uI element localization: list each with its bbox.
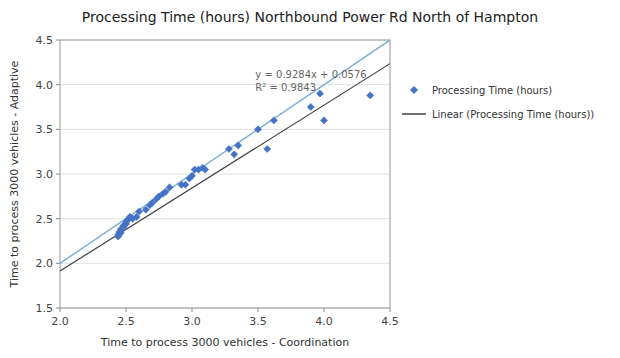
legend-marker xyxy=(410,86,418,94)
title: Processing Time (hours) Northbound Power… xyxy=(82,9,538,25)
scatter-point xyxy=(307,103,314,110)
tick-mark xyxy=(56,129,60,130)
tick-label: 3.0 xyxy=(36,168,54,181)
tick-label: 3.5 xyxy=(249,315,267,328)
tick-mark xyxy=(60,308,61,312)
marks xyxy=(60,40,390,271)
tick-label: 3.0 xyxy=(183,315,201,328)
legend-label: Processing Time (hours) xyxy=(432,85,552,96)
scatter-point xyxy=(254,126,261,133)
y-axis-label: Time to process 3000 vehicles - Adaptive xyxy=(8,60,21,288)
scatter-point xyxy=(182,181,189,188)
chart: 1.52.02.53.03.54.04.52.02.53.03.54.04.5y… xyxy=(0,0,620,358)
tick-mark xyxy=(126,308,127,312)
scatter-point xyxy=(202,166,209,173)
tick-mark xyxy=(56,263,60,264)
tick-label: 1.5 xyxy=(36,302,54,315)
grid-line xyxy=(60,218,390,219)
plot-frame xyxy=(60,40,390,308)
tick-mark xyxy=(56,174,60,175)
reference-line xyxy=(60,40,390,263)
tick-label: 4.5 xyxy=(381,315,399,328)
tick-label: 2.0 xyxy=(51,315,69,328)
background xyxy=(0,0,620,358)
tick-mark xyxy=(56,84,60,85)
regression-line xyxy=(60,64,390,271)
grid-line xyxy=(60,174,390,175)
tick-mark xyxy=(192,308,193,312)
grid-line xyxy=(60,129,390,130)
tick-mark xyxy=(258,308,259,312)
legend-line xyxy=(402,113,426,115)
scatter-point xyxy=(316,90,323,97)
tick-label: 4.5 xyxy=(36,34,54,47)
scatter-point xyxy=(320,117,327,124)
scatter-point xyxy=(225,145,232,152)
scatter-point xyxy=(166,184,173,191)
scatter-point xyxy=(367,92,374,99)
tick-mark xyxy=(56,308,60,309)
tick-label: 4.0 xyxy=(36,79,54,92)
tick-label: 3.5 xyxy=(36,123,54,136)
annotation: R² = 0.9843 xyxy=(255,82,316,93)
tick-label: 4.0 xyxy=(315,315,333,328)
tick-label: 2.0 xyxy=(36,257,54,270)
scatter-point xyxy=(231,151,238,158)
tick-mark xyxy=(56,218,60,219)
legend-label: Linear (Processing Time (hours)) xyxy=(432,109,594,120)
grid-line xyxy=(60,84,390,85)
annotation: y = 0.9284x + 0.0576 xyxy=(255,69,366,80)
x-axis-label: Time to process 3000 vehicles - Coordina… xyxy=(100,336,349,349)
scatter-point xyxy=(270,117,277,124)
scatter-point xyxy=(235,142,242,149)
legend: Processing Time (hours) Linear (Processin… xyxy=(402,85,594,120)
grid-line xyxy=(60,263,390,264)
tick-mark xyxy=(390,308,391,312)
tick-mark xyxy=(56,40,60,41)
tick-label: 2.5 xyxy=(36,213,54,226)
tick-label: 2.5 xyxy=(117,315,135,328)
tick-mark xyxy=(324,308,325,312)
scatter-point xyxy=(136,208,143,215)
scatter-point xyxy=(264,145,271,152)
